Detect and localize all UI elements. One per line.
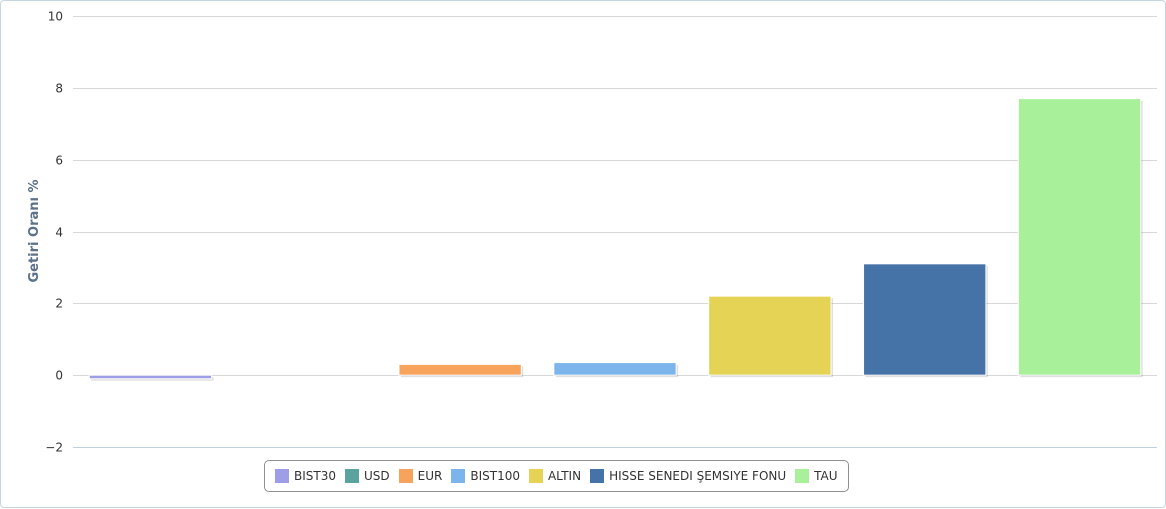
bar-bist30[interactable]: [88, 374, 213, 380]
bar-tau[interactable]: [1017, 98, 1142, 376]
legend-swatch: [398, 469, 413, 483]
legend-swatch: [528, 469, 543, 483]
legend-label: EUR: [417, 469, 443, 483]
legend-item[interactable]: BIST100: [451, 469, 520, 483]
legend-swatch: [795, 469, 810, 483]
legend-item[interactable]: BIST30: [275, 469, 336, 483]
legend-item[interactable]: USD: [345, 469, 390, 483]
y-tick-label: 0: [55, 369, 63, 383]
legend-item[interactable]: HISSE SENEDI ŞEMSIYE FONU: [590, 469, 786, 483]
y-tick-label: 8: [55, 82, 63, 96]
bar-eur[interactable]: [398, 363, 522, 376]
legend-label: HISSE SENEDI ŞEMSIYE FONU: [609, 469, 787, 483]
y-tick-label: 2: [55, 297, 63, 311]
y-tick-label: −2: [45, 441, 63, 455]
legend-label: BIST30: [294, 469, 336, 483]
legend-item[interactable]: TAU: [795, 469, 838, 483]
legend-label: BIST100: [470, 469, 520, 483]
bar-layer: [88, 98, 1143, 381]
legend: BIST30 USD EUR BIST100 ALTIN HISSE SENEDI ŞEM…: [264, 460, 849, 492]
legend-label: TAU: [814, 469, 838, 483]
legend-item[interactable]: ALTIN: [528, 469, 582, 483]
legend-label: ALTIN: [547, 469, 582, 483]
grid-layer: −2 0 2 4 6 8 10: [45, 10, 1157, 455]
y-tick-label: 6: [55, 154, 63, 168]
y-axis-title: Getiri Oranı %: [27, 179, 42, 282]
legend-swatch: [590, 469, 605, 483]
legend-swatch: [275, 469, 289, 483]
legend-swatch: [345, 469, 359, 483]
bar-altin[interactable]: [708, 295, 832, 376]
bar-hisse-senedi-emsiye-fonu[interactable]: [863, 263, 987, 376]
bar-bist100[interactable]: [553, 362, 677, 376]
y-tick-label: 4: [55, 226, 63, 240]
y-tick-label: 10: [48, 10, 63, 24]
legend-item[interactable]: EUR: [398, 469, 443, 483]
legend-label: USD: [364, 469, 390, 483]
legend-swatch: [451, 469, 466, 483]
